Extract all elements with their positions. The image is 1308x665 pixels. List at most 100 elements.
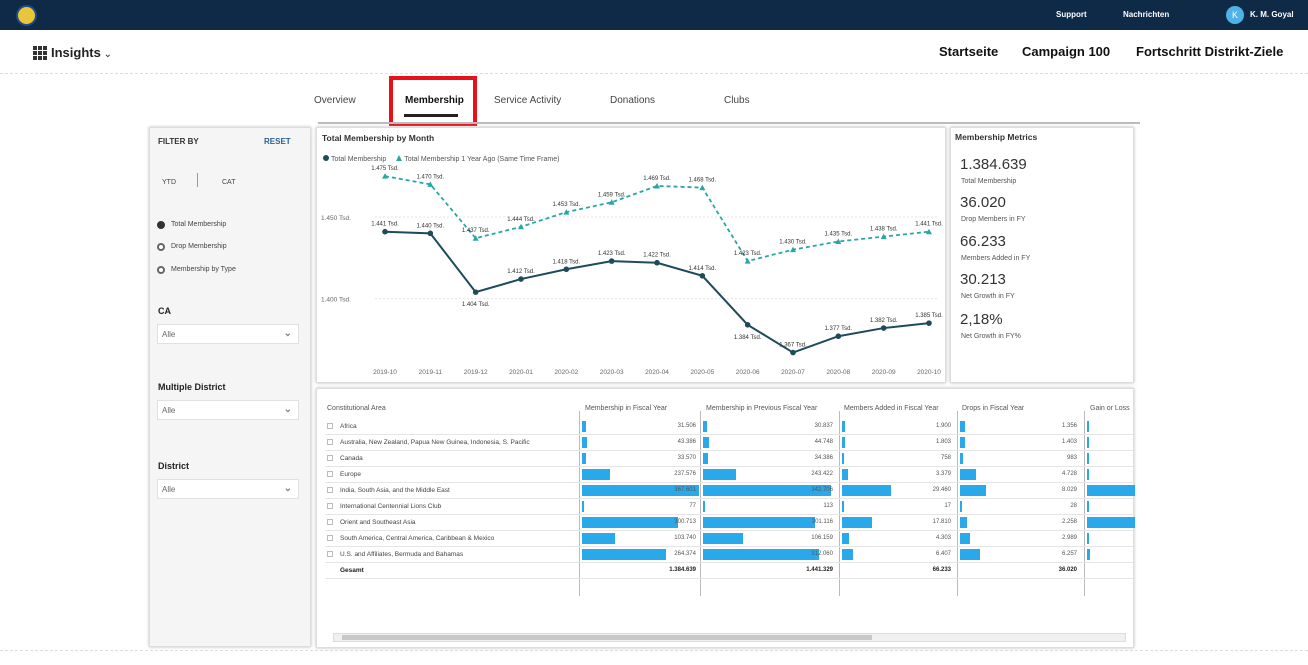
- table-body: Constitutional Area Membership in Fiscal…: [320, 401, 1135, 611]
- col-header[interactable]: Drops in Fiscal Year: [962, 405, 1025, 412]
- col-header[interactable]: Membership in Fiscal Year: [585, 405, 668, 412]
- tab-highlight-box: [389, 76, 477, 126]
- data-bar: [1087, 469, 1089, 480]
- cell-value: 758: [940, 455, 951, 461]
- cell-value: 103.740: [674, 535, 696, 541]
- x-tick-label: 2020-04: [645, 369, 669, 376]
- data-bar: [960, 437, 965, 448]
- table-row[interactable]: U.S. and Affiliates, Bermuda and Bahamas…: [325, 547, 1135, 563]
- table-row[interactable]: India, South Asia, and the Middle East 36…: [325, 483, 1135, 499]
- expand-icon[interactable]: [327, 535, 333, 541]
- filter-panel: FILTER BY RESET YTD CAT Total Membership…: [149, 127, 311, 647]
- data-label: 1.437 Tsd.: [462, 228, 490, 234]
- chart-title: Total Membership by Month: [322, 133, 435, 143]
- data-label: 1.459 Tsd.: [598, 192, 626, 198]
- x-tick-label: 2020-09: [872, 369, 896, 376]
- district-dropdown[interactable]: Alle ⌄: [157, 479, 299, 499]
- data-bar: [1087, 485, 1135, 496]
- data-label: 1.377 Tsd.: [825, 326, 853, 332]
- nav-campaign-100[interactable]: Campaign 100: [1022, 44, 1111, 59]
- data-bar: [582, 517, 678, 528]
- data-label: 1.441 Tsd.: [371, 222, 399, 228]
- news-link[interactable]: Nachrichten: [1123, 10, 1170, 19]
- radio-membership-by-type[interactable]: Membership by Type: [157, 265, 297, 277]
- data-label: 1.404 Tsd.: [462, 302, 490, 308]
- col-header[interactable]: Gain or Loss: [1090, 405, 1130, 412]
- tab-membership[interactable]: Membership: [405, 95, 464, 106]
- expand-icon[interactable]: [327, 503, 333, 509]
- tab-overview[interactable]: Overview: [314, 95, 356, 106]
- cell-area: International Centennial Lions Club: [340, 503, 442, 510]
- data-label: 1.469 Tsd.: [643, 176, 671, 182]
- cell-area: South America, Central America, Caribbea…: [340, 535, 495, 542]
- data-label: 1.414 Tsd.: [689, 266, 717, 272]
- table-row[interactable]: Africa 31.506 30.837 1.900 1.356: [325, 419, 1135, 435]
- table-row[interactable]: Canada 33.570 34.386 758 983: [325, 451, 1135, 467]
- table-row[interactable]: Europe 237.576 243.422 3.379 4.728: [325, 467, 1135, 483]
- data-point: [926, 228, 932, 235]
- data-bar: [1087, 549, 1090, 560]
- app-grid-icon[interactable]: [33, 46, 47, 60]
- cell-value: 342.706: [811, 487, 833, 493]
- table-row[interactable]: South America, Central America, Caribbea…: [325, 531, 1135, 547]
- x-tick-label: 2019-12: [464, 369, 488, 376]
- cat-toggle[interactable]: CAT: [222, 179, 236, 186]
- data-bar: [842, 549, 854, 560]
- membership-chart-panel: Total Membership by Month Total Membersh…: [316, 127, 946, 383]
- nav-fortschritt[interactable]: Fortschritt Distrikt-Ziele: [1136, 44, 1284, 59]
- tab-bar: Overview Membership Service Activity Don…: [0, 88, 1308, 118]
- table-total-row[interactable]: Gesamt 1.384.639 1.441.329 66.233 36.020: [325, 563, 1135, 579]
- expand-icon[interactable]: [327, 487, 333, 493]
- expand-icon[interactable]: [327, 519, 333, 525]
- line-chart[interactable]: 1.450 Tsd. 1.400 Tsd. 2019-10 2019-11 2019-1…: [317, 128, 945, 382]
- expand-icon[interactable]: [327, 471, 333, 477]
- reset-button[interactable]: RESET: [264, 137, 291, 146]
- radio-drop-membership[interactable]: Drop Membership: [157, 242, 297, 254]
- expand-icon[interactable]: [327, 455, 333, 461]
- expand-icon[interactable]: [327, 551, 333, 557]
- data-point: [926, 320, 932, 326]
- data-label: 1.468 Tsd.: [689, 178, 717, 184]
- cell-value: 2.989: [1061, 535, 1077, 541]
- tab-service-activity[interactable]: Service Activity: [494, 95, 562, 106]
- cell-value: 33.570: [677, 455, 696, 461]
- table-row[interactable]: Orient and Southeast Asia 300.713 301.116 1…: [325, 515, 1135, 531]
- data-bar: [960, 549, 981, 560]
- tab-clubs[interactable]: Clubs: [724, 95, 750, 106]
- metric-value: 1.384.639: [960, 156, 1027, 173]
- expand-icon[interactable]: [327, 423, 333, 429]
- ca-dropdown[interactable]: Alle ⌄: [157, 324, 299, 344]
- cell-value: 28: [1070, 503, 1077, 509]
- table-row[interactable]: International Centennial Lions Club 77 113…: [325, 499, 1135, 515]
- nav-startseite[interactable]: Startseite: [939, 44, 999, 59]
- col-header[interactable]: Members Added in Fiscal Year: [844, 405, 939, 412]
- user-avatar-icon[interactable]: K: [1226, 6, 1244, 24]
- cell-area: U.S. and Affiliates, Bermuda and Bahamas: [340, 551, 464, 558]
- support-link[interactable]: Support: [1056, 10, 1087, 19]
- data-point: [382, 173, 388, 179]
- cell-value: 237.576: [674, 471, 696, 477]
- data-bar: [960, 501, 962, 512]
- tab-donations[interactable]: Donations: [610, 95, 656, 106]
- data-bar: [703, 421, 708, 432]
- data-point: [880, 325, 887, 331]
- app-brand[interactable]: Insights ⌄: [51, 45, 113, 60]
- multiple-district-label: Multiple District: [158, 382, 226, 392]
- horizontal-scrollbar[interactable]: [333, 633, 1126, 642]
- scrollbar-thumb[interactable]: [342, 635, 872, 640]
- ytd-toggle[interactable]: YTD: [162, 179, 176, 186]
- col-header[interactable]: Constitutional Area: [327, 405, 386, 412]
- data-point: [472, 235, 479, 241]
- user-name[interactable]: K. M. Goyal: [1250, 10, 1294, 19]
- cell-value: 367.601: [674, 487, 696, 493]
- lions-logo-icon[interactable]: [16, 5, 37, 26]
- data-bar: [582, 421, 586, 432]
- cell-value: 4.728: [1061, 471, 1077, 477]
- table-row[interactable]: Australia, New Zealand, Papua New Guinea…: [325, 435, 1135, 451]
- series-line-previous: [384, 175, 930, 263]
- multiple-district-dropdown[interactable]: Alle ⌄: [157, 400, 299, 420]
- radio-total-membership[interactable]: Total Membership: [157, 220, 297, 232]
- constitutional-area-table: Constitutional Area Membership in Fiscal…: [316, 388, 1135, 648]
- col-header[interactable]: Membership in Previous Fiscal Year: [706, 405, 818, 412]
- expand-icon[interactable]: [327, 439, 333, 445]
